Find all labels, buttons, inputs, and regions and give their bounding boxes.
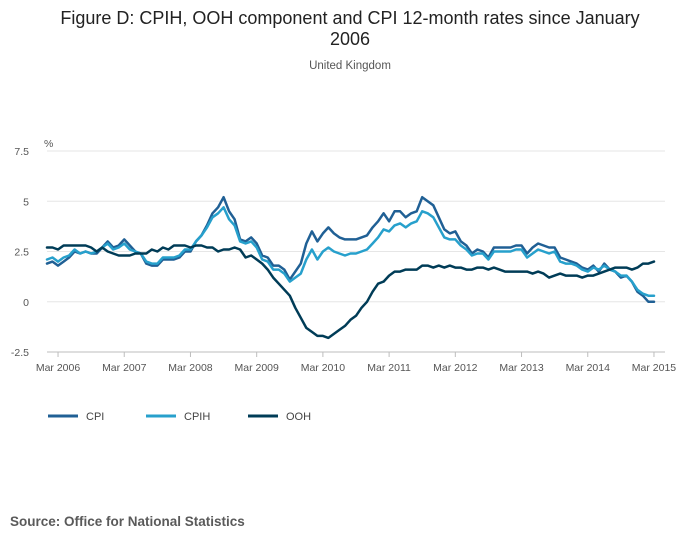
legend-label-cpih[interactable]: CPIH <box>184 411 210 423</box>
x-tick-label: Mar 2007 <box>102 362 147 374</box>
x-tick-label: Mar 2009 <box>234 362 279 374</box>
y-tick-label: -2.5 <box>11 347 29 359</box>
x-tick-label: Mar 2011 <box>367 362 411 374</box>
legend-label-cpi[interactable]: CPI <box>86 411 104 423</box>
chart-title-line-2: 2006 <box>330 29 370 49</box>
chart-subtitle: United Kingdom <box>309 60 391 72</box>
x-tick-label: Mar 2014 <box>566 362 611 374</box>
legend-label-ooh[interactable]: OOH <box>286 411 311 423</box>
y-tick-label: 5 <box>23 196 29 208</box>
y-tick-label: 7.5 <box>14 146 29 158</box>
y-axis-unit-label: % <box>44 138 53 150</box>
chart-title-line-1: Figure D: CPIH, OOH component and CPI 12… <box>60 8 639 28</box>
x-tick-label: Mar 2015 <box>632 362 677 374</box>
series-line-ooh[interactable] <box>45 244 656 340</box>
legend: CPI CPIH OOH <box>48 411 311 423</box>
x-tick-label: Mar 2012 <box>433 362 478 374</box>
x-tick-label: Mar 2006 <box>36 362 81 374</box>
source-note: Source: Office for National Statistics <box>10 514 245 529</box>
series-line-cpih[interactable] <box>45 206 656 297</box>
y-tick-label: 2.5 <box>14 247 29 259</box>
x-tick-label: Mar 2010 <box>301 362 346 374</box>
axes: -2.5 0 2.5 5 7.5 Mar 2006 Mar 2007 Mar 2008 Mar … <box>11 146 676 374</box>
plot-area <box>45 195 656 340</box>
y-tick-label: 0 <box>23 297 29 309</box>
x-tick-label: Mar 2013 <box>499 362 544 374</box>
gridlines <box>47 150 665 303</box>
x-tick-label: Mar 2008 <box>168 362 213 374</box>
series-line-cpi[interactable] <box>45 195 656 304</box>
